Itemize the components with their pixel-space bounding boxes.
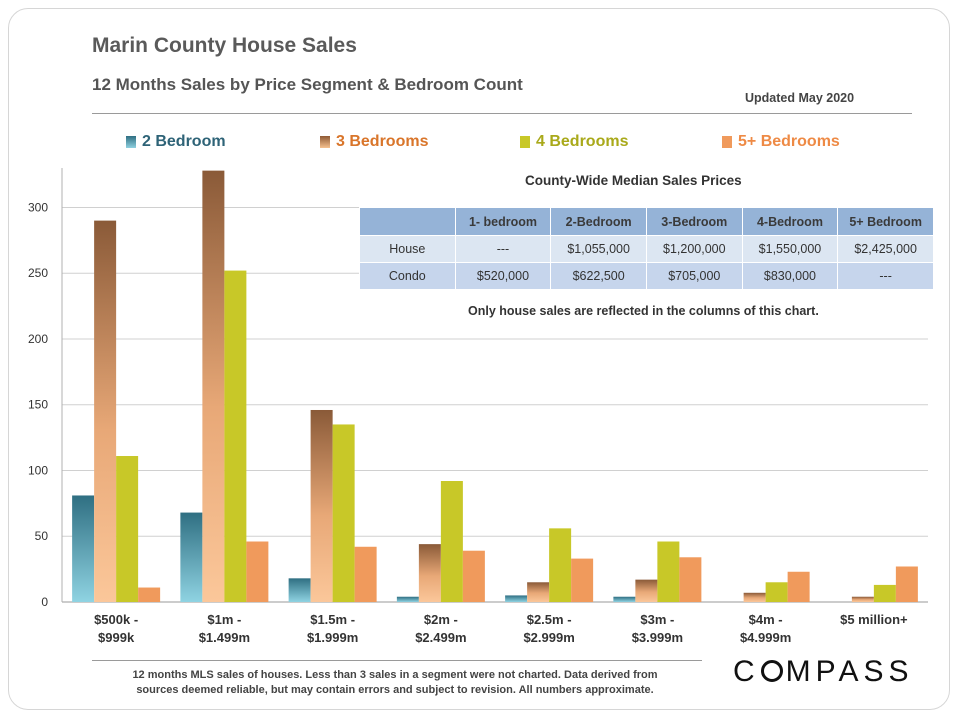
legend-swatch-2-bedroom <box>126 136 136 148</box>
median-header-cell: 3-Bedroom <box>645 207 743 236</box>
bar-2-bedroom-0 <box>72 495 95 602</box>
chart-legend: 2 Bedroom 3 Bedrooms 4 Bedrooms 5+ Bedro… <box>0 133 960 155</box>
bar-5-bedrooms-0 <box>138 587 161 602</box>
median-cell: --- <box>837 262 934 290</box>
x-tick-label: $500k -$999k <box>94 612 138 645</box>
footnote-line-1: 12 months MLS sales of houses. Less than… <box>132 669 658 681</box>
slide-frame <box>8 8 950 710</box>
bar-2-bedroom-1 <box>180 512 203 602</box>
median-header-cell: 1- bedroom <box>454 207 552 236</box>
bar-2-bedroom-4 <box>505 595 528 602</box>
bar-3-bedrooms-5 <box>635 579 658 602</box>
bar-2-bedroom-3 <box>396 596 419 602</box>
bar-4-bedrooms-1 <box>224 270 247 602</box>
median-row-condo: Condo $520,000 $622,500 $705,000 $830,00… <box>359 262 934 290</box>
medians-table-title: County-Wide Median Sales Prices <box>525 173 742 188</box>
bar-5-bedrooms-6 <box>787 571 810 602</box>
median-row-house: House --- $1,055,000 $1,200,000 $1,550,0… <box>359 235 934 263</box>
x-tick-label: $2m -$2.499m <box>415 612 466 645</box>
bar-3-bedrooms-4 <box>527 582 550 602</box>
bar-5-bedrooms-5 <box>679 557 702 602</box>
y-tick-labels: 0 50 100 150 200 250 300 <box>28 200 48 609</box>
bar-3-bedrooms-0 <box>94 220 117 602</box>
median-cell: $2,425,000 <box>837 235 934 263</box>
legend-label-3-bedrooms: 3 Bedrooms <box>336 133 429 150</box>
legend-item-4-bedrooms: 4 Bedrooms <box>520 133 628 151</box>
legend-swatch-5plus-bedrooms <box>722 136 732 148</box>
legend-item-2-bedroom: 2 Bedroom <box>126 133 226 151</box>
bar-4-bedrooms-7 <box>873 584 896 602</box>
median-header-cell: 5+ Bedroom <box>837 207 934 236</box>
y-tick-label: 150 <box>28 398 48 412</box>
bar-3-bedrooms-2 <box>310 409 333 602</box>
chart-subtitle: 12 Months Sales by Price Segment & Bedro… <box>92 75 523 94</box>
legend-label-5plus-bedrooms: 5+ Bedrooms <box>738 133 840 150</box>
y-tick-label: 50 <box>35 529 49 543</box>
median-header-cell: 2-Bedroom <box>550 207 647 236</box>
legend-item-3-bedrooms: 3 Bedrooms <box>320 133 428 151</box>
x-tick-label: $4m -$4.999m <box>740 612 791 645</box>
bar-2-bedroom-2 <box>288 578 311 602</box>
legend-label-2-bedroom: 2 Bedroom <box>142 133 226 150</box>
x-tick-label: $3m -$3.999m <box>632 612 683 645</box>
bar-3-bedrooms-1 <box>202 170 225 602</box>
compass-logo: C MPASS <box>733 655 914 688</box>
bar-4-bedrooms-2 <box>332 424 355 602</box>
median-table-header-row: 1- bedroom 2-Bedroom 3-Bedroom 4-Bedroom… <box>359 207 934 236</box>
legend-item-5plus-bedrooms: 5+ Bedrooms <box>722 133 840 151</box>
y-tick-label: 100 <box>28 463 48 477</box>
x-tick-label: $5 million+ <box>840 612 908 627</box>
medians-note: Only house sales are reflected in the co… <box>468 304 819 318</box>
footnote-line-2: sources deemed reliable, but may contain… <box>136 684 654 696</box>
bar-5-bedrooms-3 <box>462 550 485 602</box>
footnote: 12 months MLS sales of houses. Less than… <box>100 668 690 698</box>
bar-4-bedrooms-4 <box>549 528 572 602</box>
median-cell: $520,000 <box>454 262 552 290</box>
median-cell: $1,550,000 <box>741 235 839 263</box>
bar-2-bedroom-5 <box>613 596 636 602</box>
bar-3-bedrooms-7 <box>851 596 874 602</box>
median-header-cell: 4-Bedroom <box>741 207 839 236</box>
median-cell: $1,200,000 <box>645 235 743 263</box>
updated-date: Updated May 2020 <box>745 91 855 105</box>
median-cell: House <box>359 235 456 263</box>
x-tick-labels: $500k -$999k $1m -$1.499m $1.5m -$1.999m $2… <box>94 612 908 645</box>
median-cell: $830,000 <box>741 262 839 290</box>
median-cell: $622,500 <box>550 262 647 290</box>
legend-swatch-4-bedrooms <box>520 136 530 148</box>
median-cell: Condo <box>359 262 456 290</box>
chart-title: Marin County House Sales <box>92 34 357 57</box>
median-prices-table: 1- bedroom 2-Bedroom 3-Bedroom 4-Bedroom… <box>359 207 934 290</box>
bar-chart: 0 50 100 150 200 250 300 $500k -$999k $1m -$1.4… <box>28 168 928 645</box>
legend-label-4-bedrooms: 4 Bedrooms <box>536 133 629 150</box>
bar-3-bedrooms-6 <box>743 592 766 602</box>
top-divider <box>92 113 912 114</box>
median-cell: $1,055,000 <box>550 235 647 263</box>
x-tick-label: $1m -$1.499m <box>199 612 250 645</box>
y-tick-label: 0 <box>41 595 48 609</box>
bar-5-bedrooms-7 <box>895 566 918 602</box>
x-tick-label: $1.5m -$1.999m <box>307 612 358 645</box>
y-tick-label: 250 <box>28 266 48 280</box>
median-cell: --- <box>454 235 552 263</box>
y-tick-label: 200 <box>28 332 48 346</box>
median-cell: $705,000 <box>645 262 743 290</box>
bar-4-bedrooms-5 <box>657 541 680 602</box>
bar-4-bedrooms-3 <box>440 481 463 602</box>
bar-4-bedrooms-0 <box>116 456 139 602</box>
legend-swatch-3-bedrooms <box>320 136 330 148</box>
median-header-cell <box>359 207 456 236</box>
bar-5-bedrooms-2 <box>354 546 377 602</box>
x-tick-label: $2.5m -$2.999m <box>523 612 574 645</box>
bar-5-bedrooms-4 <box>571 558 594 602</box>
bars <box>72 170 918 602</box>
y-tick-label: 300 <box>28 200 48 214</box>
bar-5-bedrooms-1 <box>246 541 269 602</box>
bar-4-bedrooms-6 <box>765 582 788 602</box>
bar-3-bedrooms-3 <box>418 544 441 602</box>
bottom-divider <box>92 660 702 661</box>
